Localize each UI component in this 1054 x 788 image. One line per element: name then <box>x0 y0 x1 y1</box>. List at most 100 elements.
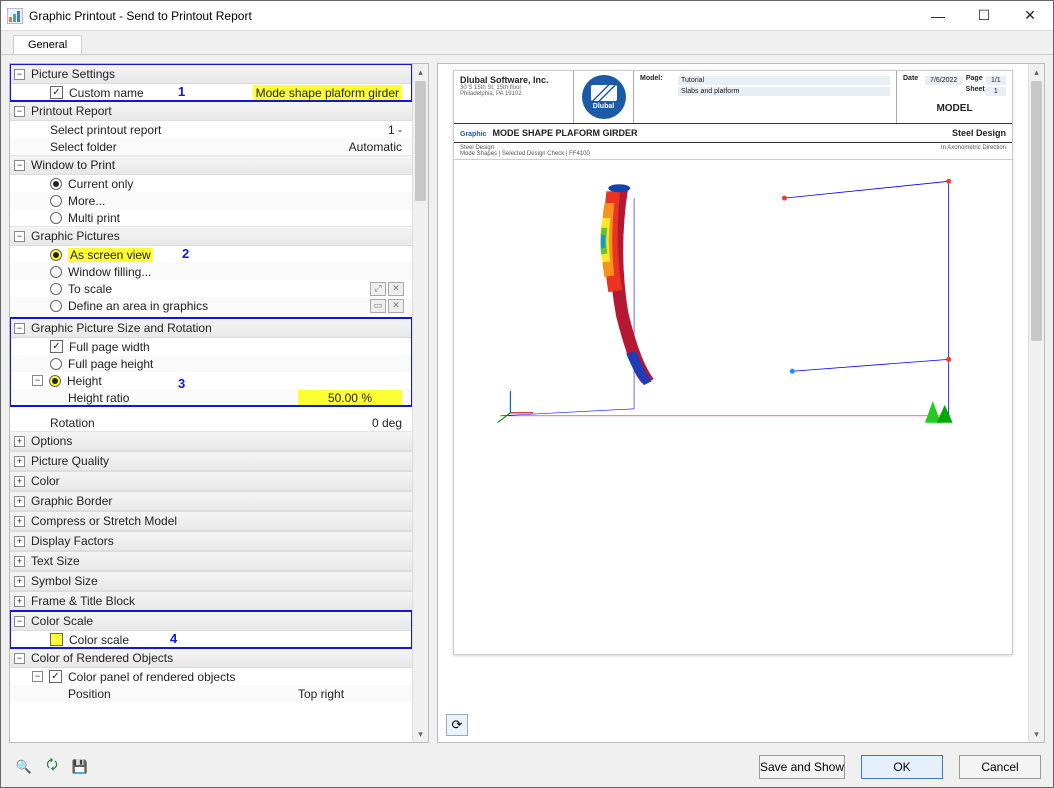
tab-general[interactable]: General <box>13 35 82 54</box>
scroll-down-icon[interactable]: ▾ <box>1029 726 1044 742</box>
collapse-icon[interactable]: − <box>14 323 25 334</box>
radio-window-filling[interactable] <box>50 266 62 278</box>
radio-to-scale[interactable] <box>50 283 62 295</box>
scale-btn-b[interactable]: ✕ <box>388 282 404 296</box>
app-icon <box>7 8 23 24</box>
scroll-up-icon[interactable]: ▴ <box>1029 64 1044 80</box>
row-current-only[interactable]: Current only <box>10 175 412 192</box>
section-title: Graphic Pictures <box>31 229 120 243</box>
expand-icon[interactable]: + <box>14 576 25 587</box>
val-date: 7/6/2022 <box>925 76 963 85</box>
row-more[interactable]: More... <box>10 192 412 209</box>
section-graphic-pictures[interactable]: − Graphic Pictures <box>10 226 412 246</box>
collapse-icon[interactable]: − <box>14 653 25 664</box>
checkbox-custom-name[interactable]: ✓ <box>50 86 63 99</box>
checkbox-color-panel[interactable]: ✓ <box>49 670 62 683</box>
collapse-icon[interactable]: − <box>14 69 25 80</box>
radio-define-area[interactable] <box>50 300 62 312</box>
collapse-icon[interactable]: − <box>32 375 43 386</box>
dialog-window: Graphic Printout - Send to Printout Repo… <box>0 0 1054 788</box>
collapse-icon[interactable]: − <box>14 616 25 627</box>
radio-more[interactable] <box>50 195 62 207</box>
checkbox-color-scale[interactable] <box>50 633 63 646</box>
radio-as-screen[interactable] <box>50 249 62 261</box>
checkbox-full-width[interactable]: ✓ <box>50 340 63 353</box>
scroll-up-icon[interactable]: ▴ <box>413 64 428 80</box>
maximize-button[interactable]: ☐ <box>961 1 1007 31</box>
row-full-width[interactable]: ✓ Full page width <box>10 338 412 355</box>
save-icon: 💾 <box>72 759 88 775</box>
section-color[interactable]: +Color <box>10 471 412 491</box>
scroll-down-icon[interactable]: ▾ <box>413 726 428 742</box>
apply-button[interactable]: 🗘 <box>41 756 63 778</box>
settings-scrollbar[interactable]: ▴ ▾ <box>412 64 428 742</box>
label: As screen view <box>68 248 153 262</box>
cancel-button[interactable]: Cancel <box>959 755 1041 779</box>
graphic-sub: Steel DesignMode Shapes | Selected Desig… <box>454 143 1012 160</box>
ok-button[interactable]: OK <box>861 755 943 779</box>
help-button[interactable]: 🔍 <box>13 756 35 778</box>
expand-icon[interactable]: + <box>14 476 25 487</box>
section-compress[interactable]: +Compress or Stretch Model <box>10 511 412 531</box>
row-color-panel[interactable]: − ✓ Color panel of rendered objects <box>10 668 412 685</box>
radio-current-only[interactable] <box>50 178 62 190</box>
scroll-thumb[interactable] <box>1031 81 1042 341</box>
scale-btn-a[interactable]: ⤢ <box>370 282 386 296</box>
value-custom-name[interactable]: Mode shape plaform girder <box>253 86 408 100</box>
section-title: Frame & Title Block <box>31 594 135 608</box>
expand-icon[interactable]: + <box>14 436 25 447</box>
radio-multi[interactable] <box>50 212 62 224</box>
callout-box-1: − Picture Settings ✓ Custom name Mode sh… <box>10 64 412 101</box>
value[interactable]: 1 - <box>298 123 408 137</box>
section-color-scale[interactable]: − Color Scale <box>10 611 412 631</box>
minimize-button[interactable]: — <box>915 1 961 31</box>
row-full-height[interactable]: Full page height <box>10 355 412 372</box>
row-window-filling[interactable]: Window filling... <box>10 263 412 280</box>
row-height[interactable]: − Height <box>10 372 412 389</box>
section-color-rendered[interactable]: − Color of Rendered Objects <box>10 648 412 668</box>
area-btn-b[interactable]: ✕ <box>388 299 404 313</box>
label: Color panel of rendered objects <box>68 670 235 684</box>
expand-icon[interactable]: + <box>14 496 25 507</box>
expand-icon[interactable]: + <box>14 556 25 567</box>
collapse-icon[interactable]: − <box>32 671 43 682</box>
collapse-icon[interactable]: − <box>14 106 25 117</box>
radio-height[interactable] <box>49 375 61 387</box>
row-as-screen-view[interactable]: As screen view 2 <box>10 246 412 263</box>
section-printout-report[interactable]: − Printout Report <box>10 101 412 121</box>
section-size-rotation[interactable]: − Graphic Picture Size and Rotation <box>10 318 412 338</box>
gear-run-icon: 🗘 <box>46 756 58 778</box>
save-and-show-button[interactable]: Save and Show <box>759 755 845 779</box>
section-picture-quality[interactable]: +Picture Quality <box>10 451 412 471</box>
value-height-ratio[interactable]: 50.00 % <box>298 391 408 405</box>
collapse-icon[interactable]: − <box>14 160 25 171</box>
area-btn-a[interactable]: ▭ <box>370 299 386 313</box>
value[interactable]: Automatic <box>298 140 408 154</box>
section-graphic-border[interactable]: +Graphic Border <box>10 491 412 511</box>
row-multi-print[interactable]: Multi print <box>10 209 412 226</box>
expand-icon[interactable]: + <box>14 536 25 547</box>
section-display-factors[interactable]: +Display Factors <box>10 531 412 551</box>
section-text-size[interactable]: +Text Size <box>10 551 412 571</box>
save-settings-button[interactable]: 💾 <box>69 756 91 778</box>
section-window-to-print[interactable]: − Window to Print <box>10 155 412 175</box>
radio-full-height[interactable] <box>50 358 62 370</box>
section-options[interactable]: +Options <box>10 431 412 451</box>
preview-scrollbar[interactable]: ▴ ▾ <box>1028 64 1044 742</box>
row-to-scale[interactable]: To scale ⤢ ✕ <box>10 280 412 297</box>
expand-icon[interactable]: + <box>14 596 25 607</box>
section-picture-settings[interactable]: − Picture Settings <box>10 64 412 84</box>
row-define-area[interactable]: Define an area in graphics ▭ ✕ <box>10 297 412 314</box>
row-color-scale[interactable]: Color scale <box>10 631 412 648</box>
graphic-title-row: GraphicMODE SHAPE PLAFORM GIRDER Steel D… <box>454 124 1012 143</box>
value[interactable]: 0 deg <box>298 416 408 430</box>
collapse-icon[interactable]: − <box>14 231 25 242</box>
scroll-thumb[interactable] <box>415 81 426 201</box>
close-button[interactable]: ✕ <box>1007 1 1053 31</box>
expand-icon[interactable]: + <box>14 516 25 527</box>
section-frame-title[interactable]: + Frame & Title Block <box>10 591 412 611</box>
refresh-button[interactable]: ⟳ <box>446 714 468 736</box>
expand-icon[interactable]: + <box>14 456 25 467</box>
section-symbol-size[interactable]: +Symbol Size <box>10 571 412 591</box>
value[interactable]: Top right <box>298 687 408 701</box>
